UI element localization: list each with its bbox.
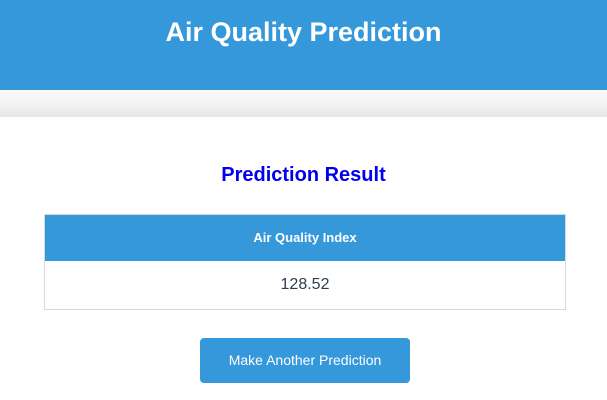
make-another-prediction-button[interactable]: Make Another Prediction — [200, 338, 410, 383]
header-shadow-band — [0, 90, 607, 117]
table-header-aqi: Air Quality Index — [45, 215, 565, 261]
result-table: Air Quality Index 128.52 — [44, 214, 566, 310]
aqi-value: 128.52 — [45, 261, 565, 309]
app-title: Air Quality Prediction — [165, 17, 442, 47]
result-heading: Prediction Result — [221, 164, 386, 186]
page-header: Air Quality Prediction — [0, 0, 607, 90]
